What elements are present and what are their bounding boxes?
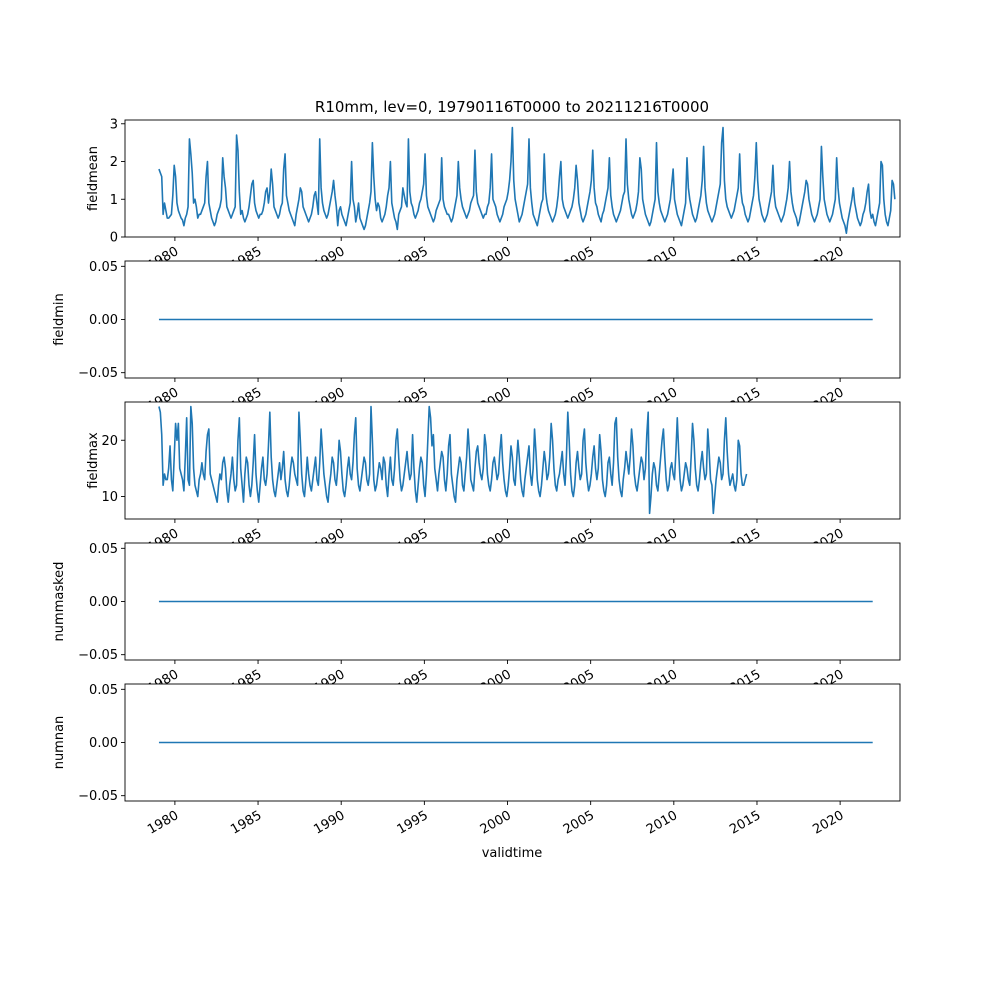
y-tick-label: −0.05 <box>78 366 118 381</box>
x-tick-label: 1990 <box>311 808 347 838</box>
y-tick-label: 0 <box>110 231 118 246</box>
x-tick-label: 1980 <box>145 808 181 838</box>
y-axis-label: numnan <box>52 716 67 770</box>
y-axis-label: fieldmean <box>86 146 101 211</box>
label-overlap-mask <box>100 543 920 557</box>
y-tick-label: 20 <box>101 434 118 449</box>
y-tick-label: 2 <box>110 155 118 170</box>
x-tick-label: 2000 <box>478 808 514 838</box>
y-axis-label: fieldmin <box>52 293 67 346</box>
x-axis-label: validtime <box>482 846 543 861</box>
label-overlap-mask <box>100 402 920 416</box>
y-axis-label: fieldmax <box>86 432 101 489</box>
y-tick-label: 0.05 <box>89 542 118 557</box>
y-tick-label: 0.05 <box>89 260 118 275</box>
y-tick-label: 0.00 <box>89 736 118 751</box>
x-tick-label: 2010 <box>644 808 680 838</box>
x-tick-label: 2020 <box>810 808 846 838</box>
x-tick-label: 2015 <box>727 808 763 838</box>
y-tick-label: −0.05 <box>78 648 118 663</box>
y-tick-label: 1 <box>110 193 118 208</box>
x-tick-label: 1985 <box>228 808 264 838</box>
y-tick-label: 0.00 <box>89 313 118 328</box>
y-tick-label: 0.05 <box>89 683 118 698</box>
y-axis-label: nummasked <box>52 562 67 642</box>
series-line-fieldmean <box>158 126 896 235</box>
label-overlap-mask <box>100 261 920 275</box>
series-line-fieldmax <box>158 405 748 515</box>
y-tick-label: 3 <box>110 117 118 132</box>
chart-title: R10mm, lev=0, 19790116T0000 to 20211216T… <box>315 98 709 116</box>
axes-frame <box>124 401 901 520</box>
subplot-numnan: −0.05 0.00 0.05 1980 1985 1990 1995 2000 2005 201… <box>52 683 901 838</box>
label-overlap-mask <box>100 684 920 698</box>
y-tick-label: 0.00 <box>89 595 118 610</box>
y-tick-label: −0.05 <box>78 789 118 804</box>
x-tick-label: 2005 <box>561 808 597 838</box>
y-tick-label: 10 <box>101 490 118 505</box>
x-tick-label: 1995 <box>395 808 431 838</box>
axes-frame <box>124 119 901 238</box>
